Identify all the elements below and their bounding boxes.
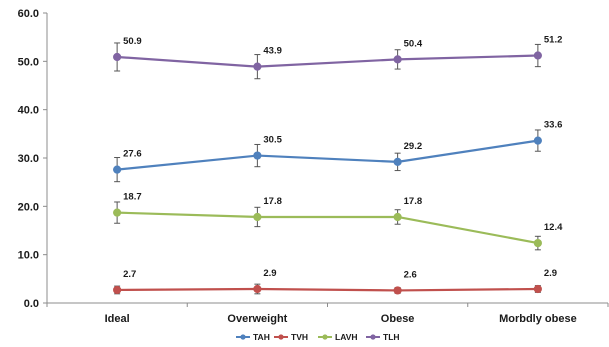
data-label: 12.4 bbox=[544, 222, 563, 233]
legend-label: LAVH bbox=[335, 332, 358, 342]
series-line bbox=[117, 211, 539, 245]
x-tick-label: Morbdly obese bbox=[499, 313, 577, 325]
legend-label: TVH bbox=[291, 332, 308, 342]
data-label: 50.4 bbox=[404, 38, 423, 49]
data-label: 2.6 bbox=[404, 269, 417, 280]
series-tah: 27.6 30.5 29.2 33.6 bbox=[113, 120, 563, 183]
data-point bbox=[253, 212, 262, 222]
series-line bbox=[117, 287, 538, 292]
series-layer: 27.6 30.5 29.2 33.6 2.7 2.9 2.6 2.9 18.7 17.8 17.8… bbox=[113, 35, 563, 295]
data-point bbox=[253, 62, 262, 71]
data-point bbox=[253, 284, 262, 294]
data-label: 2.9 bbox=[544, 268, 557, 279]
series-line bbox=[117, 54, 538, 68]
legend-swatch-marker bbox=[322, 334, 328, 340]
data-point bbox=[533, 136, 542, 145]
legend-item-lavh: LAVH bbox=[318, 332, 358, 342]
data-point bbox=[393, 286, 402, 295]
data-point bbox=[113, 208, 122, 217]
x-tick-label: Overweight bbox=[227, 313, 287, 325]
data-label: 43.9 bbox=[263, 46, 282, 57]
data-point bbox=[113, 165, 122, 174]
series-tvh: 2.7 2.9 2.6 2.9 bbox=[113, 268, 557, 295]
data-label: 50.9 bbox=[123, 36, 142, 47]
data-point bbox=[393, 157, 402, 166]
y-tick-label: 60.0 bbox=[18, 8, 39, 20]
x-tick-label: Ideal bbox=[105, 313, 130, 325]
legend-swatch-marker bbox=[278, 334, 284, 340]
legend-swatch-marker bbox=[370, 334, 376, 340]
data-point bbox=[393, 55, 402, 64]
data-point bbox=[113, 285, 122, 295]
data-label: 18.7 bbox=[123, 192, 142, 203]
data-point bbox=[253, 151, 262, 160]
legend-item-tah: TAH bbox=[236, 332, 270, 342]
data-point bbox=[533, 284, 542, 294]
legend-label: TAH bbox=[253, 332, 270, 342]
data-label: 27.6 bbox=[123, 149, 142, 160]
series-line bbox=[117, 139, 539, 171]
y-tick-label: 30.0 bbox=[18, 153, 39, 165]
legend: TAH TVH LAVH TLH bbox=[236, 332, 400, 342]
x-tick-label: Obese bbox=[381, 313, 415, 325]
data-label: 30.5 bbox=[263, 135, 282, 146]
series-lavh: 18.7 17.8 17.8 12.4 bbox=[113, 192, 563, 251]
y-tick-label: 20.0 bbox=[18, 201, 39, 213]
data-label: 2.9 bbox=[263, 268, 276, 279]
series-tlh: 50.9 43.9 50.4 51.2 bbox=[113, 35, 563, 80]
data-label: 51.2 bbox=[544, 35, 563, 46]
data-point bbox=[393, 212, 402, 222]
data-point bbox=[533, 51, 542, 60]
y-tick-label: 10.0 bbox=[18, 250, 39, 262]
axes: 0.0 10.0 20.0 30.0 40.0 50.0 60.0 Ideal Overweig… bbox=[18, 8, 609, 325]
data-point bbox=[533, 238, 542, 248]
data-label: 33.6 bbox=[544, 120, 563, 131]
y-tick-label: 50.0 bbox=[18, 56, 39, 68]
data-label: 17.8 bbox=[263, 196, 282, 207]
y-tick-label: 0.0 bbox=[24, 298, 39, 310]
y-tick-label: 40.0 bbox=[18, 105, 39, 117]
legend-item-tlh: TLH bbox=[366, 332, 400, 342]
legend-label: TLH bbox=[383, 332, 400, 342]
data-label: 2.7 bbox=[123, 269, 136, 280]
data-label: 17.8 bbox=[404, 196, 423, 207]
data-label: 29.2 bbox=[404, 141, 423, 152]
data-point bbox=[113, 52, 122, 62]
legend-swatch-marker bbox=[240, 334, 246, 340]
legend-item-tvh: TVH bbox=[274, 332, 308, 342]
